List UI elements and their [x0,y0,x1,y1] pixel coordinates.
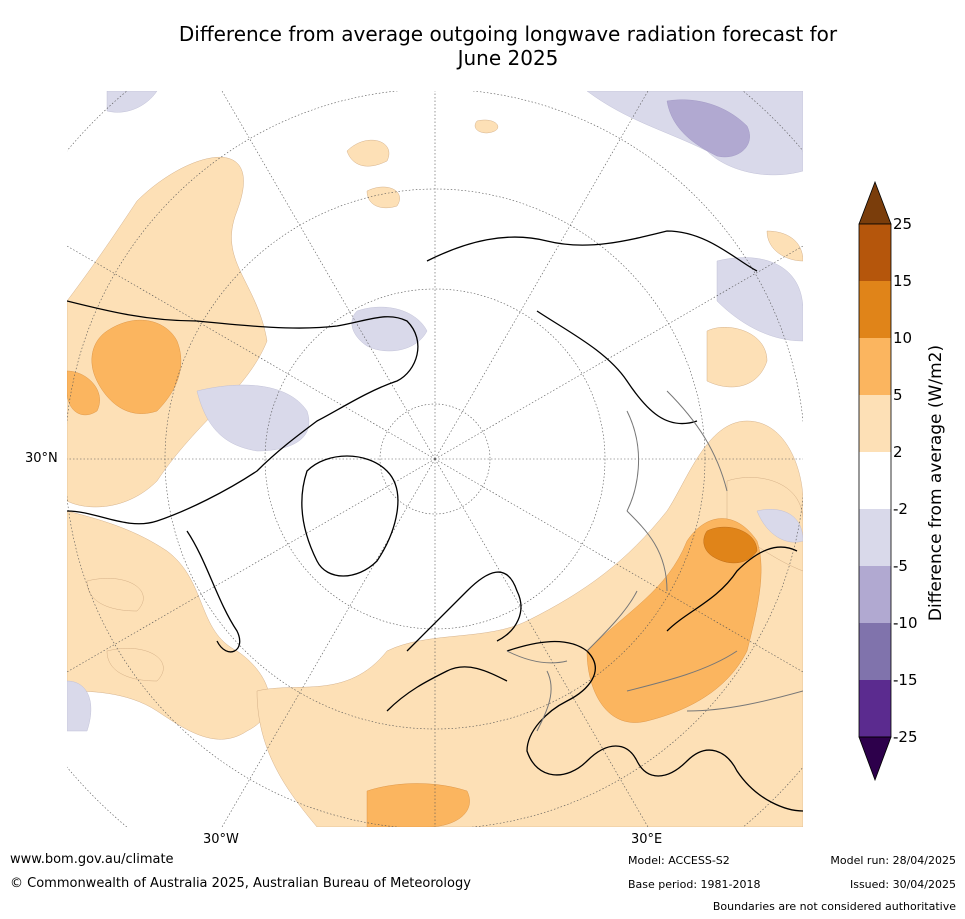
colorbar-extend-bottom [858,736,892,782]
colorbar-tick-25: 25 [893,215,913,233]
map-svg [67,91,803,827]
colorbar [858,180,892,782]
colorbar-band-5-10 [859,338,891,395]
colorbar-band-neutral [859,452,891,509]
colorbar-tick-m25: -25 [893,728,918,746]
colorbar-band-m5-m10 [859,566,891,623]
polar-map [67,91,803,827]
colorbar-tick-2: 2 [893,443,903,461]
colorbar-band-10-15 [859,281,891,338]
lon-label-30w: 30°W [203,832,239,847]
colorbar-title: Difference from average (W/m2) [926,344,946,622]
colorbar-band-m2-m5 [859,509,891,566]
footer-website: www.bom.gov.au/climate [10,852,174,867]
colorbar-tick-10: 10 [893,329,913,347]
colorbar-tick-m10: -10 [893,614,918,632]
anomaly-medium-orange [67,319,762,827]
graticule [67,91,803,827]
colorbar-tick-m5: -5 [893,557,908,575]
colorbar-tick-m2: -2 [893,500,908,518]
colorbar-tick-15: 15 [893,272,913,290]
footer-model: Model: ACCESS-S2 [628,854,730,867]
anomaly-dark-orange [703,526,758,564]
lon-label-30e: 30°E [631,832,663,847]
title-line-2: June 2025 [457,46,559,70]
colorbar-tick-5: 5 [893,386,903,404]
coastlines [67,230,803,812]
colorbar-extend-top [858,180,892,225]
colorbar-frame [858,223,892,738]
anomaly-mid-purple [666,99,750,158]
colorbar-band-2-5 [859,395,891,452]
page-title: Difference from average outgoing longwav… [120,22,896,70]
colorbar-band-15-25 [859,224,891,281]
footer-copyright: © Commonwealth of Australia 2025, Austra… [10,876,471,891]
colorbar-tick-m15: -15 [893,671,918,689]
colorbar-band-m15-m25 [859,680,891,737]
footer-disclaimer: Boundaries are not considered authoritat… [712,900,956,913]
footer-base-period: Base period: 1981-2018 [628,878,761,891]
anomaly-light-purple [67,91,803,732]
title-line-1: Difference from average outgoing longwav… [178,22,838,46]
footer-issued: Issued: 30/04/2025 [849,878,956,891]
colorbar-band-m10-m15 [859,623,891,680]
footer-model-run: Model run: 28/04/2025 [830,854,956,867]
country-boundaries [506,390,803,732]
lat-label-30n: 30°N [25,451,58,466]
